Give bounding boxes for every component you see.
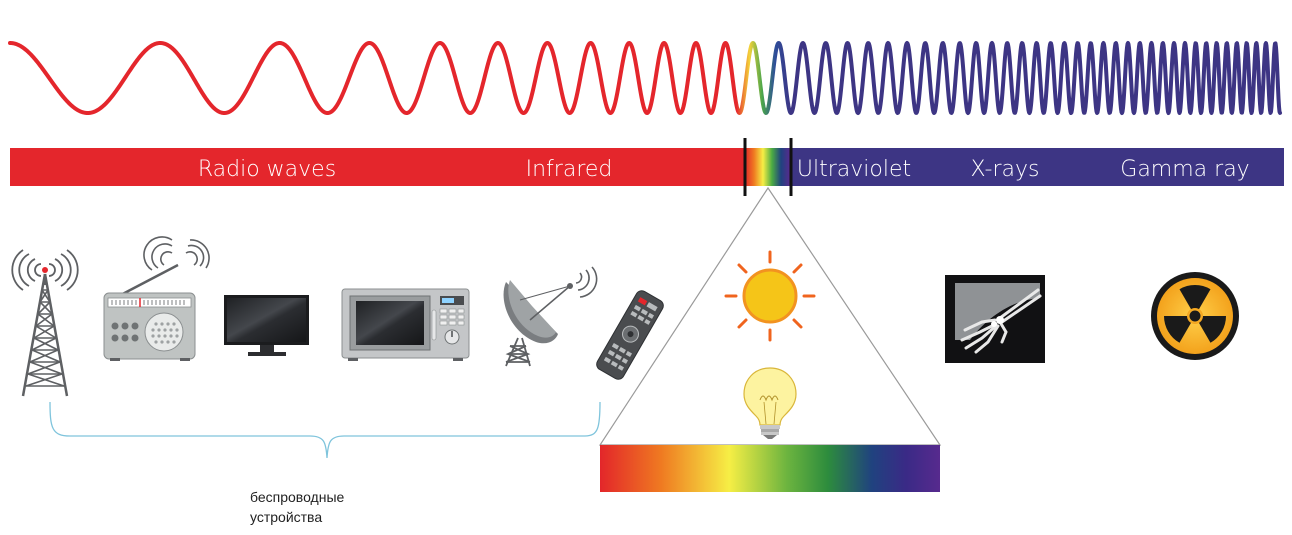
band-label-radio-waves: Radio waves xyxy=(198,157,336,182)
band-label-infrared: Infrared xyxy=(526,157,613,182)
remote-control-icon xyxy=(596,290,664,380)
microwave-icon xyxy=(341,288,470,361)
satellite-dish-icon xyxy=(503,266,598,367)
radio-tower-icon xyxy=(11,249,79,397)
visible-spectrum-bar xyxy=(600,445,940,492)
radio-receiver-icon xyxy=(103,236,210,361)
sun-icon xyxy=(724,250,816,342)
visible-light-callout xyxy=(598,186,942,492)
xray-hand-icon xyxy=(945,275,1045,363)
brace-caption-line-1: беспроводные xyxy=(250,489,345,505)
band-label-ultraviolet: Ultraviolet xyxy=(797,157,911,182)
radiation-icon xyxy=(1151,272,1239,360)
wave-line xyxy=(8,41,1282,115)
wireless-devices-brace xyxy=(49,401,601,459)
brace-caption-line-2: устройства xyxy=(250,509,322,525)
spectrum-band-bar: Radio waves Infrared Ultraviolet X-rays … xyxy=(10,138,1284,196)
band-label-gamma-ray: Gamma ray xyxy=(1120,157,1249,182)
band-label-x-rays: X-rays xyxy=(971,157,1040,182)
tv-icon xyxy=(224,295,309,356)
light-bulb-icon xyxy=(743,367,797,439)
